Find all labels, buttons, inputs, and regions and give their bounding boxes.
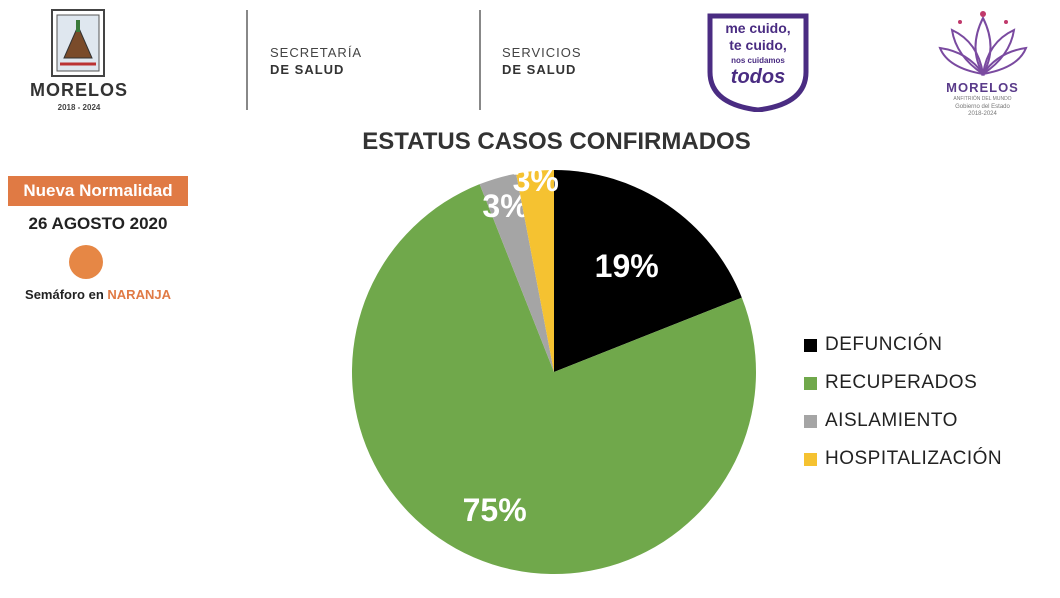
legend-swatch [804, 414, 817, 428]
campaign-shield-icon [707, 13, 809, 112]
lotus-logo-icon [938, 11, 1028, 77]
pie-slice-hospitalización [516, 170, 554, 372]
secretaria-line1: SECRETARÍA [270, 45, 363, 60]
legend-label: AISLAMIENTO [825, 410, 958, 431]
data-label-recuperados: 75% [463, 492, 527, 528]
state-name: MORELOS [29, 80, 128, 100]
data-label-hospitalización: 3% [513, 162, 559, 198]
chart-title: ESTATUS CASOS CONFIRMADOS [362, 128, 751, 155]
traffic-light-dot-icon [69, 245, 103, 279]
legend-swatch [804, 452, 817, 466]
gov-logo-line3: 2018-2024 [968, 111, 997, 117]
state-years: 2018 - 2024 [57, 103, 101, 112]
legend-item: RECUPERADOS [804, 364, 1002, 402]
status-date: 26 AGOSTO 2020 [28, 214, 168, 233]
campaign-line1: me cuido, [725, 20, 791, 36]
chart-legend: DEFUNCIÓN RECUPERADOS AISLAMIENTO HOSPITALI… [804, 326, 1002, 478]
semaforo-prefix: Semáforo en [25, 287, 104, 302]
data-label-defunción: 19% [595, 248, 659, 284]
legend-swatch [804, 338, 817, 352]
campaign-line4: todos [730, 66, 786, 88]
pie-slice-defunción [554, 170, 742, 372]
legend-item: AISLAMIENTO [804, 402, 1002, 440]
servicios-line1: SERVICIOS [502, 45, 582, 60]
new-normal-badge: Nueva Normalidad [8, 176, 188, 206]
header-divider [479, 10, 481, 110]
legend-label: DEFUNCIÓN [825, 334, 943, 355]
legend-item: DEFUNCIÓN [804, 326, 1002, 364]
legend-label: RECUPERADOS [825, 372, 978, 393]
campaign-line3: nos cuidamos [731, 56, 785, 65]
servicios-line2: DE SALUD [502, 62, 577, 77]
semaforo-color-word: NARANJA [107, 287, 171, 302]
legend-label: HOSPITALIZACIÓN [825, 448, 1003, 469]
secretaria-line2: DE SALUD [270, 62, 345, 77]
gov-logo-name: MORELOS [946, 80, 1019, 95]
pie-slice-aislamiento [479, 173, 554, 372]
semaforo-text: Semáforo en NARANJA [8, 287, 188, 302]
campaign-line2: te cuido, [729, 37, 787, 53]
pie-slice-recuperados [352, 184, 756, 574]
legend-swatch [804, 376, 817, 390]
header-divider [246, 10, 248, 110]
gov-logo-line2: Gobierno del Estado [955, 104, 1010, 110]
legend-item: HOSPITALIZACIÓN [804, 440, 1002, 478]
morelos-coat-of-arms-icon [51, 9, 105, 77]
gov-logo-tagline: ANFITRIÓN DEL MUNDO [953, 96, 1012, 102]
